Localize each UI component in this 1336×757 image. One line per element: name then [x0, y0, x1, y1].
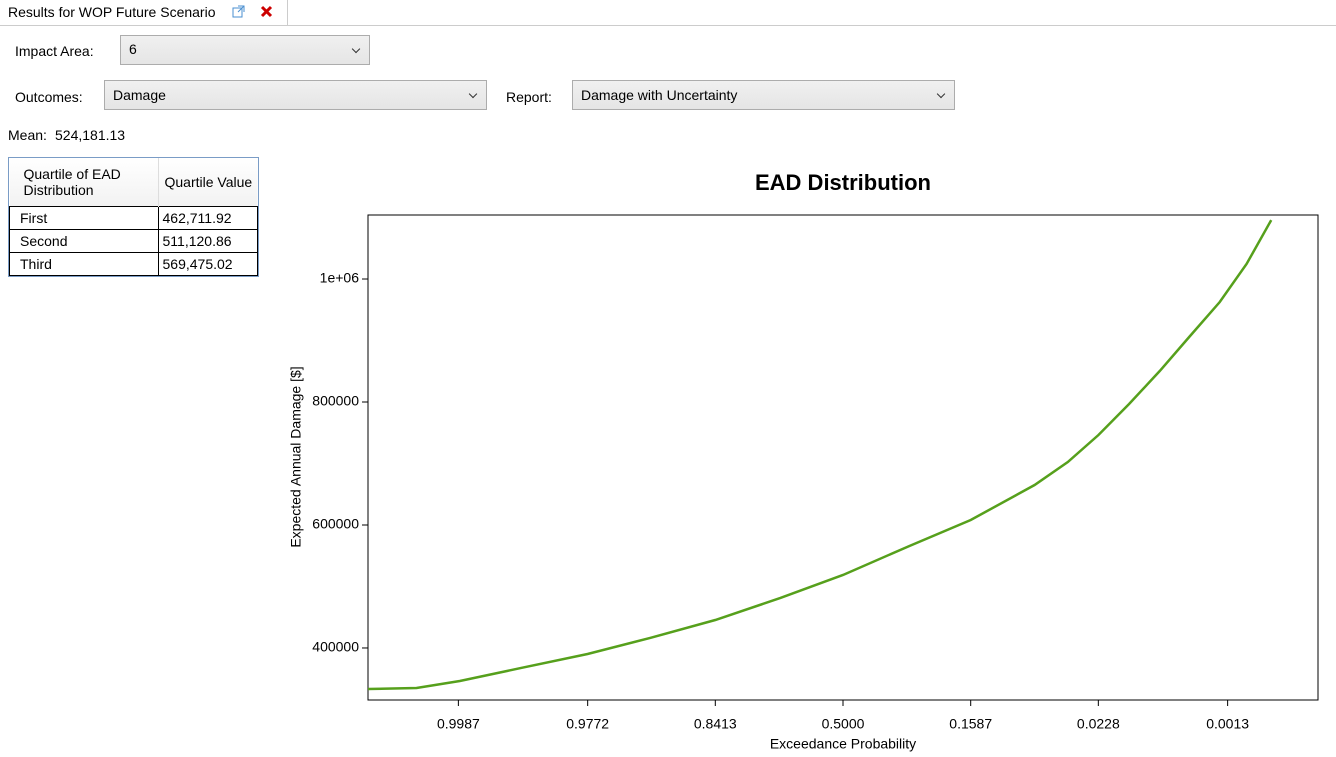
combo-value: 6	[129, 41, 137, 57]
impact-area-combo[interactable]: 6	[120, 35, 370, 65]
impact-area-label: Impact Area:	[15, 43, 94, 59]
y-axis-label: Expected Annual Damage [$]	[288, 366, 304, 547]
header-cell: Quartile Value	[164, 173, 253, 190]
combo-value: Damage with Uncertainty	[581, 87, 738, 103]
cell: 462,711.92	[157, 205, 258, 230]
x-tick-label: 0.9987	[437, 716, 480, 732]
outcomes-label: Outcomes:	[15, 89, 83, 105]
x-tick-label: 0.9772	[566, 716, 609, 732]
header-cell: Quartile of EAD Distribution	[9, 158, 159, 206]
plot-frame	[367, 214, 1319, 701]
cell: Second	[9, 228, 159, 253]
row: First 462,711.92	[9, 205, 258, 230]
tab[interactable]: Results for WOP Future Scenario	[0, 0, 288, 25]
report-combo[interactable]: Damage with Uncertainty	[572, 80, 955, 110]
x-tick-label: 0.1587	[949, 716, 992, 732]
mean-value: 524,181.13	[55, 127, 126, 143]
row: Third 569,475.02	[9, 251, 258, 276]
x-axis-label: Exceedance Probability	[770, 736, 916, 752]
y-tick-label: 1e+06	[320, 270, 360, 286]
x-tick-label: 0.8413	[694, 716, 737, 732]
data-line	[367, 219, 1273, 691]
report-label: Report:	[506, 89, 552, 105]
cell: 569,475.02	[157, 251, 258, 276]
close-icon[interactable]	[260, 5, 274, 19]
x-tick-label: 0.0228	[1077, 716, 1120, 732]
x-tick-label: 0.0013	[1206, 716, 1249, 732]
cell: 511,120.86	[157, 228, 258, 253]
mean-label: Mean:	[8, 127, 47, 143]
header-row: Quartile of EAD Distribution Quartile Va…	[9, 158, 258, 206]
tab-title: Results for WOP Future Scenario	[8, 4, 216, 20]
cell: First	[9, 205, 159, 230]
row: Second 511,120.86	[9, 228, 258, 253]
combo-value: Damage	[113, 87, 166, 103]
y-tick-label: 800000	[312, 393, 359, 409]
outcomes-combo[interactable]: Damage	[104, 80, 487, 110]
popout-icon[interactable]	[232, 5, 246, 19]
x-tick-label: 0.5000	[822, 716, 865, 732]
chart-title: EAD Distribution	[755, 170, 931, 195]
tab-border	[0, 25, 1336, 26]
y-tick-label: 600000	[312, 516, 359, 532]
y-tick-label: 400000	[312, 639, 359, 655]
quartile-table: Quartile of EAD Distribution Quartile Va…	[8, 157, 259, 277]
cell: Third	[9, 251, 159, 276]
